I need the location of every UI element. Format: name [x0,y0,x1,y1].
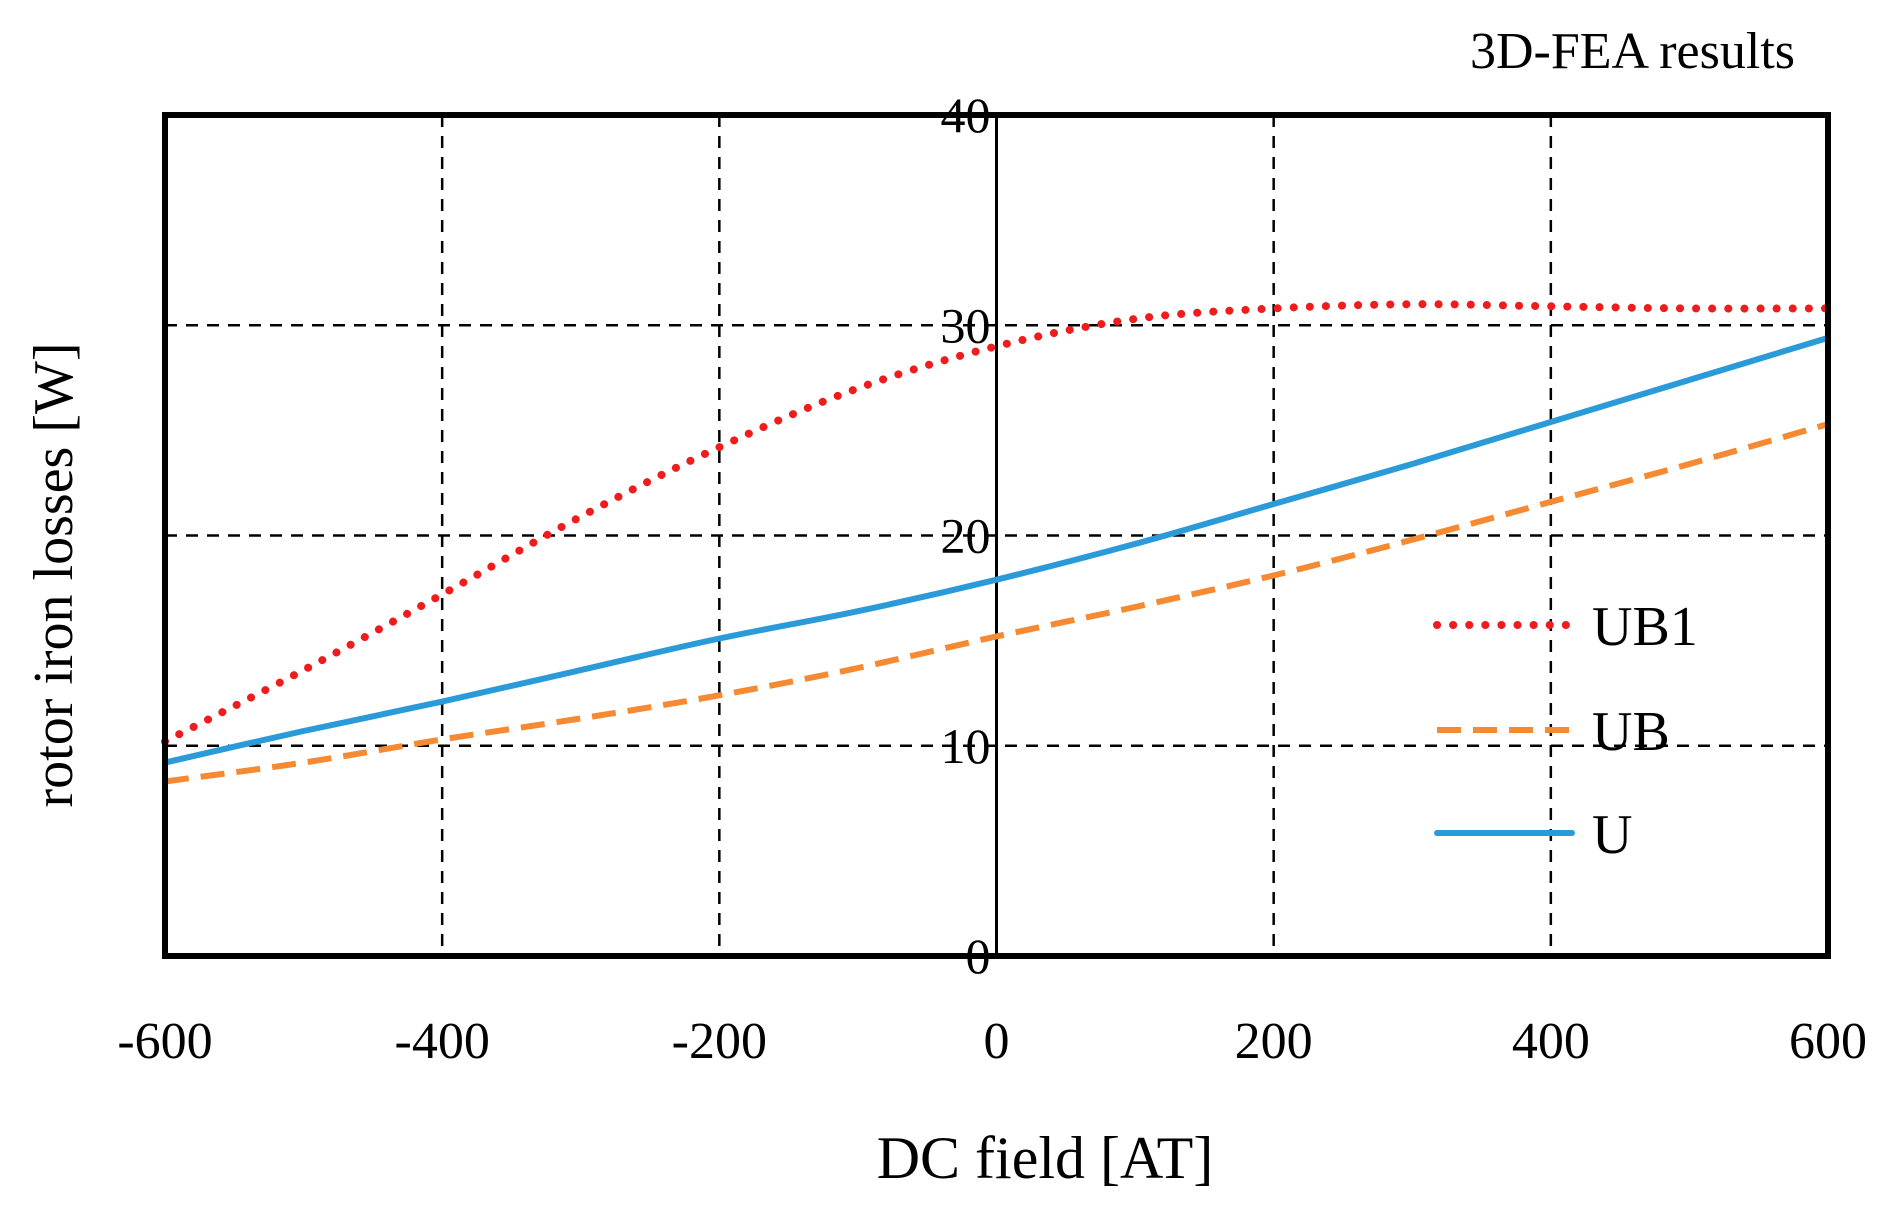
series-line-u [162,334,1831,766]
x-tick-label: 200 [1235,1013,1313,1070]
y-tick-label: 0 [966,928,991,984]
legend-label-ub1: UB1 [1592,596,1698,658]
grid-layer [165,115,1828,956]
y-tick-label: 40 [941,87,991,143]
x-tick-label: -600 [117,1013,212,1070]
y-tick-label: 30 [941,297,991,353]
series-line-ub [164,421,1829,785]
x-tick-label: 600 [1789,1013,1867,1070]
y-tick-label: 20 [941,508,991,564]
ticks-layer: -600 -400 -200 0 200 400 600 0 10 20 30 40 [117,87,1867,1070]
x-tick-label: 400 [1512,1013,1590,1070]
y-tick-label: 10 [941,718,991,774]
legend-label-u: U [1592,804,1632,866]
x-tick-label: 0 [984,1013,1010,1070]
legend-label-ub: UB [1592,701,1670,763]
legend: UB1 UB U [1433,596,1698,866]
plot-frame [162,112,1831,959]
series-layer [161,300,1832,785]
y-axis-label: rotor iron losses [W] [23,342,85,807]
x-axis-label: DC field [AT] [877,1125,1214,1191]
series-line-ub1 [161,300,1832,746]
x-tick-label: -400 [395,1013,490,1070]
x-tick-label: -200 [672,1013,767,1070]
chart-title: 3D-FEA results [1470,23,1795,80]
